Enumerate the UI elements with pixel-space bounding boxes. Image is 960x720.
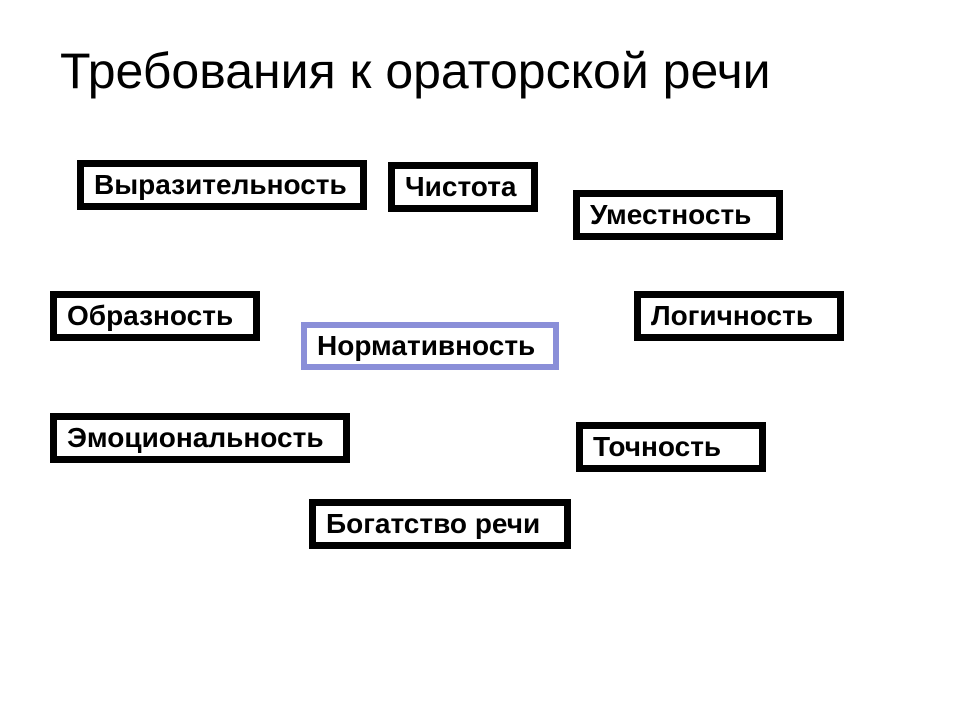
concept-box-purity: Чистота — [388, 162, 538, 212]
concept-box-label: Точность — [593, 431, 721, 463]
slide-title: Требования к ораторской речи — [60, 42, 771, 100]
concept-box-accuracy: Точность — [576, 422, 766, 472]
concept-box-label: Нормативность — [317, 330, 535, 362]
concept-box-label: Богатство речи — [326, 508, 540, 540]
concept-box-label: Образность — [67, 300, 233, 332]
concept-box-emotionality: Эмоциональность — [50, 413, 350, 463]
concept-box-relevance: Уместность — [573, 190, 783, 240]
concept-box-richness: Богатство речи — [309, 499, 571, 549]
concept-box-label: Логичность — [651, 300, 813, 332]
diagram-stage: Требования к ораторской речи Выразительн… — [0, 0, 960, 720]
concept-box-label: Выразительность — [94, 169, 347, 201]
concept-box-label: Чистота — [405, 171, 517, 203]
concept-box-expressiveness: Выразительность — [77, 160, 367, 210]
concept-box-imagery: Образность — [50, 291, 260, 341]
concept-box-normativity: Нормативность — [301, 322, 559, 370]
concept-box-logic: Логичность — [634, 291, 844, 341]
concept-box-label: Уместность — [590, 199, 751, 231]
concept-box-label: Эмоциональность — [67, 422, 324, 454]
